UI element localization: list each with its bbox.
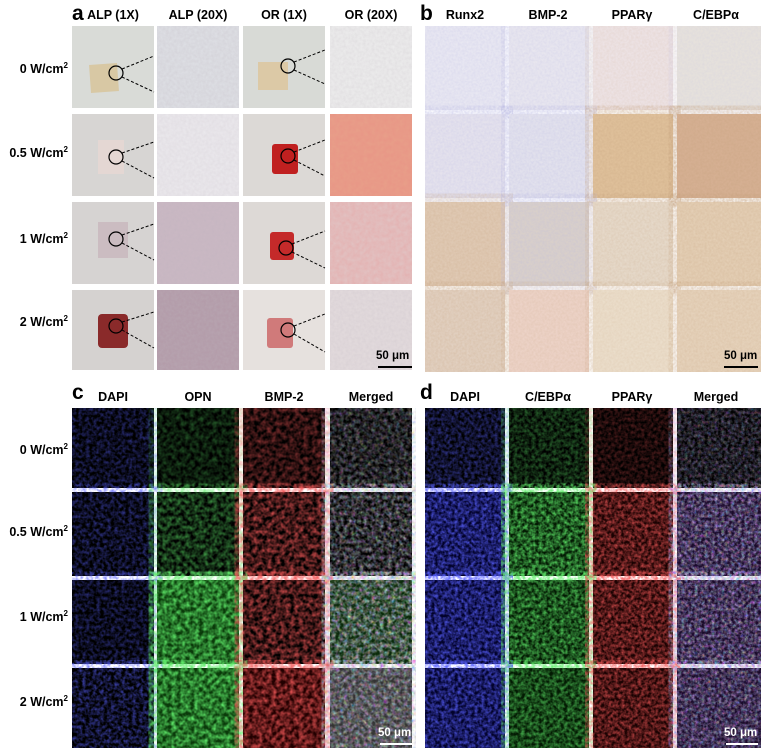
panel-b-image-grid xyxy=(425,26,761,372)
panel-c-scale-label: 50 μm xyxy=(378,727,412,739)
panel-a-col-header: OR (20X) xyxy=(344,8,398,22)
panel-a-row-label: 2 W/cm2 xyxy=(19,314,68,330)
panel-c-col-header: Merged xyxy=(348,390,394,404)
panel-c-row-label: 0 W/cm2 xyxy=(19,442,68,458)
panel-a-scale-label: 50 μm xyxy=(376,350,410,362)
panel-b-scale-label: 50 μm xyxy=(724,350,758,362)
panel-a-row-label: 0 W/cm2 xyxy=(19,61,68,77)
panel-d-col-header: Merged xyxy=(693,390,739,404)
panel-a-col-header: ALP (20X) xyxy=(168,8,228,22)
panel-b-label: b xyxy=(420,2,433,25)
panel-d-col-header: PPARγ xyxy=(611,390,653,404)
panel-c-image-grid xyxy=(72,408,412,748)
panel-a-col-header: OR (1X) xyxy=(261,8,307,22)
panel-a-row-label: 0.5 W/cm2 xyxy=(9,145,68,161)
panel-c-col-header: BMP-2 xyxy=(264,390,304,404)
panel-b-col-header: Runx2 xyxy=(445,8,485,22)
panel-d-col-header: C/EBPα xyxy=(525,390,571,404)
panel-d-label: d xyxy=(420,381,433,404)
panel-a-col-header: ALP (1X) xyxy=(87,8,139,22)
panel-a-label: a xyxy=(72,2,84,25)
panel-c-scale-bar xyxy=(380,743,412,745)
panel-b-col-header: C/EBPα xyxy=(693,8,739,22)
panel-c-col-header: DAPI xyxy=(98,390,128,404)
panel-b-scale-bar xyxy=(724,366,758,368)
panel-d-col-header: DAPI xyxy=(450,390,480,404)
panel-a-row-label: 1 W/cm2 xyxy=(19,231,68,247)
panel-b-col-header: BMP-2 xyxy=(528,8,568,22)
panel-b-col-header: PPARγ xyxy=(611,8,653,22)
panel-d-scale-label: 50 μm xyxy=(724,727,758,739)
panel-a-image-grid xyxy=(72,26,412,370)
panel-c-row-label: 1 W/cm2 xyxy=(19,609,68,625)
panel-d-scale-bar xyxy=(726,743,758,745)
panel-c-row-label: 2 W/cm2 xyxy=(19,694,68,710)
panel-c-col-header: OPN xyxy=(184,390,212,404)
panel-c-label: c xyxy=(72,381,84,404)
panel-d-image-grid xyxy=(425,408,761,748)
panel-a-scale-bar xyxy=(378,366,412,368)
panel-c-row-label: 0.5 W/cm2 xyxy=(9,524,68,540)
